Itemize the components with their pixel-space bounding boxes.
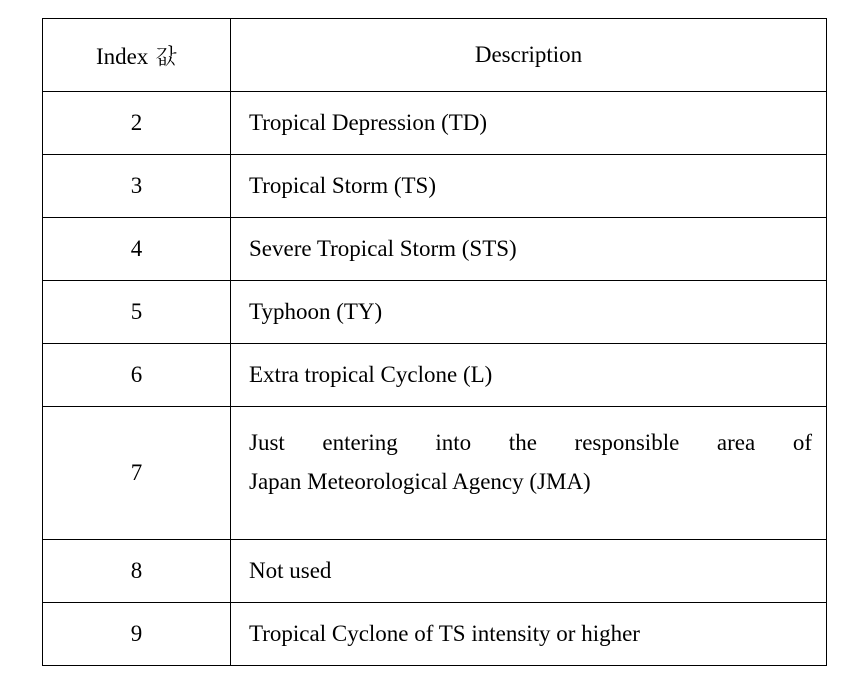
cell-description: Tropical Depression (TD) xyxy=(231,92,827,155)
header-index: Index 값 xyxy=(43,19,231,92)
table-row: 4 Severe Tropical Storm (STS) xyxy=(43,218,827,281)
cell-index: 4 xyxy=(43,218,231,281)
cell-description: Typhoon (TY) xyxy=(231,281,827,344)
table-row: 8 Not used xyxy=(43,540,827,603)
desc-line2: Japan Meteorological Agency (JMA) xyxy=(249,462,812,501)
cell-description: Just entering into the responsible area … xyxy=(231,407,827,540)
cell-description: Not used xyxy=(231,540,827,603)
cell-description: Severe Tropical Storm (STS) xyxy=(231,218,827,281)
table-row: 2 Tropical Depression (TD) xyxy=(43,92,827,155)
cell-index: 8 xyxy=(43,540,231,603)
table-header-row: Index 값 Description xyxy=(43,19,827,92)
table-container: Index 값 Description 2 Tropical Depressio… xyxy=(0,0,865,684)
header-index-label-hangul: 값 xyxy=(154,39,177,71)
table-row: 5 Typhoon (TY) xyxy=(43,281,827,344)
cell-description: Tropical Cyclone of TS intensity or high… xyxy=(231,603,827,666)
cell-index: 7 xyxy=(43,407,231,540)
table-row: 6 Extra tropical Cyclone (L) xyxy=(43,344,827,407)
header-index-label-pre: Index xyxy=(96,44,154,69)
header-description: Description xyxy=(231,19,827,92)
classification-table: Index 값 Description 2 Tropical Depressio… xyxy=(42,18,827,666)
cell-index: 6 xyxy=(43,344,231,407)
desc-line1: Just entering into the responsible area … xyxy=(249,423,812,462)
table-row: 7 Just entering into the responsible are… xyxy=(43,407,827,540)
cell-description: Tropical Storm (TS) xyxy=(231,155,827,218)
cell-index: 3 xyxy=(43,155,231,218)
cell-description: Extra tropical Cyclone (L) xyxy=(231,344,827,407)
cell-index: 9 xyxy=(43,603,231,666)
cell-index: 5 xyxy=(43,281,231,344)
cell-index: 2 xyxy=(43,92,231,155)
table-row: 3 Tropical Storm (TS) xyxy=(43,155,827,218)
table-row: 9 Tropical Cyclone of TS intensity or hi… xyxy=(43,603,827,666)
